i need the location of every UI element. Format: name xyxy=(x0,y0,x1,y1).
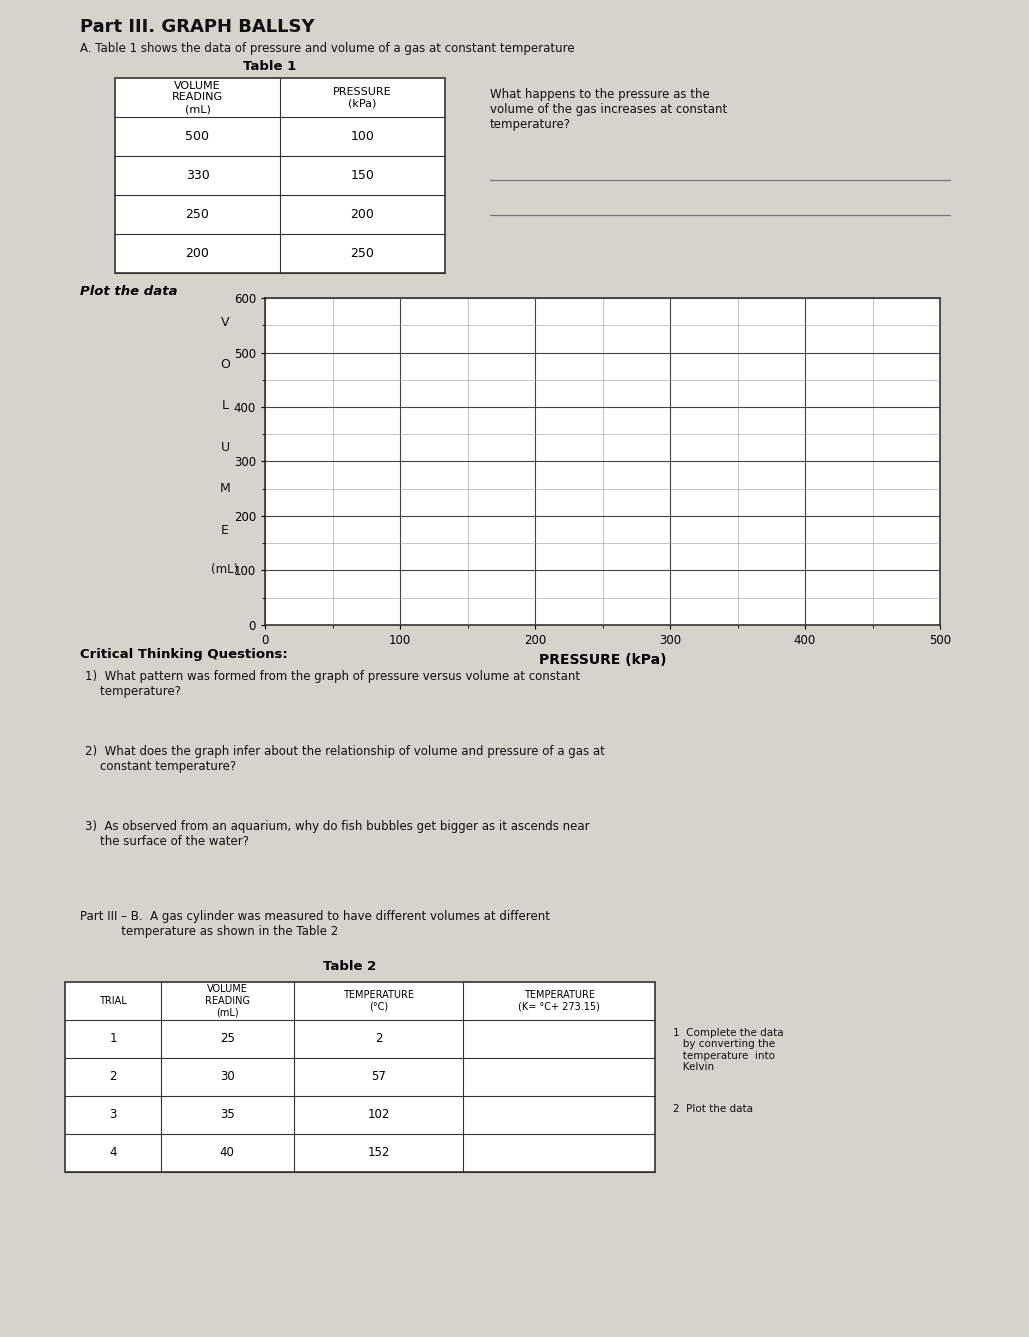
Text: 200: 200 xyxy=(351,209,375,221)
Bar xyxy=(65,981,655,1173)
Text: VOLUME
READING
(mL): VOLUME READING (mL) xyxy=(172,82,223,114)
Text: 150: 150 xyxy=(351,168,375,182)
Text: U: U xyxy=(220,441,229,453)
Text: 1: 1 xyxy=(109,1032,116,1046)
Text: 250: 250 xyxy=(185,209,210,221)
Text: VOLUME
READING
(mL): VOLUME READING (mL) xyxy=(205,984,250,1017)
Text: M: M xyxy=(219,483,230,495)
Text: Critical Thinking Questions:: Critical Thinking Questions: xyxy=(80,648,288,660)
Text: Table 1: Table 1 xyxy=(244,60,296,74)
Text: TRIAL: TRIAL xyxy=(99,996,127,1005)
Text: Table 2: Table 2 xyxy=(323,960,377,973)
Text: E: E xyxy=(221,524,228,536)
Text: 25: 25 xyxy=(220,1032,235,1046)
Text: 102: 102 xyxy=(367,1108,390,1122)
Text: 2: 2 xyxy=(109,1071,116,1083)
Text: 30: 30 xyxy=(220,1071,235,1083)
Text: Part III. GRAPH BALLSY: Part III. GRAPH BALLSY xyxy=(80,17,315,36)
Text: A. Table 1 shows the data of pressure and volume of a gas at constant temperatur: A. Table 1 shows the data of pressure an… xyxy=(80,41,574,55)
Text: 1  Complete the data
   by converting the
   temperature  into
   Kelvin: 1 Complete the data by converting the te… xyxy=(673,1028,784,1072)
Text: 35: 35 xyxy=(220,1108,235,1122)
Text: (mL): (mL) xyxy=(211,563,239,576)
Text: 3)  As observed from an aquarium, why do fish bubbles get bigger as it ascends n: 3) As observed from an aquarium, why do … xyxy=(85,820,590,848)
X-axis label: PRESSURE (kPa): PRESSURE (kPa) xyxy=(539,652,666,667)
Text: 250: 250 xyxy=(351,247,375,259)
Text: 200: 200 xyxy=(185,247,210,259)
Text: 500: 500 xyxy=(185,130,210,143)
Text: What happens to the pressure as the
volume of the gas increases at constant
temp: What happens to the pressure as the volu… xyxy=(490,88,728,131)
Text: 152: 152 xyxy=(367,1147,390,1159)
Text: 2)  What does the graph infer about the relationship of volume and pressure of a: 2) What does the graph infer about the r… xyxy=(85,745,605,773)
Text: TEMPERATURE
(K= °C+ 273.15): TEMPERATURE (K= °C+ 273.15) xyxy=(519,991,600,1012)
Text: 3: 3 xyxy=(109,1108,116,1122)
Text: 2: 2 xyxy=(375,1032,382,1046)
Text: 40: 40 xyxy=(220,1147,235,1159)
Text: 330: 330 xyxy=(185,168,209,182)
Text: 1)  What pattern was formed from the graph of pressure versus volume at constant: 1) What pattern was formed from the grap… xyxy=(85,670,580,698)
Text: V: V xyxy=(221,317,229,329)
Bar xyxy=(115,78,445,273)
Text: Plot the data: Plot the data xyxy=(80,285,178,298)
Text: Part III – B.  A gas cylinder was measured to have different volumes at differen: Part III – B. A gas cylinder was measure… xyxy=(80,910,549,939)
Text: 2  Plot the data: 2 Plot the data xyxy=(673,1103,753,1114)
Text: 100: 100 xyxy=(351,130,375,143)
Text: O: O xyxy=(220,358,229,370)
Text: 57: 57 xyxy=(371,1071,386,1083)
Text: PRESSURE
(kPa): PRESSURE (kPa) xyxy=(333,87,392,108)
Text: TEMPERATURE
(°C): TEMPERATURE (°C) xyxy=(343,991,414,1012)
Text: 4: 4 xyxy=(109,1147,116,1159)
Text: L: L xyxy=(221,400,228,412)
